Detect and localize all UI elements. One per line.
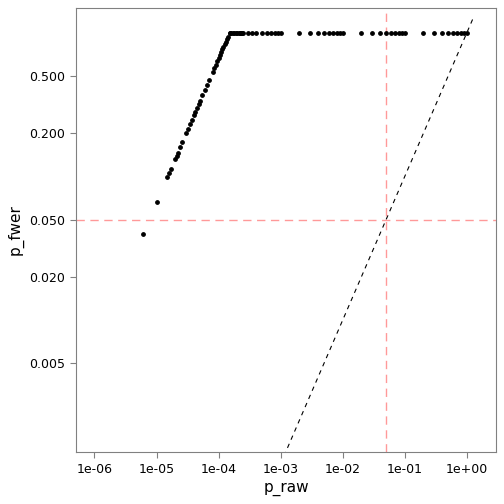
Point [224, 33, 232, 41]
Point [171, 155, 179, 163]
Point [190, 111, 198, 119]
Point [215, 54, 223, 62]
Point [295, 29, 303, 37]
Point [222, 38, 230, 46]
Point [188, 116, 196, 124]
Point [178, 138, 186, 146]
Point [238, 29, 246, 37]
Point [163, 172, 171, 180]
Point [213, 57, 221, 66]
Point [58, 416, 66, 424]
Point [314, 29, 322, 37]
Point [205, 77, 213, 85]
Point [320, 29, 328, 37]
Point [165, 168, 173, 176]
Point [336, 29, 344, 37]
Point [430, 29, 438, 37]
Point [172, 152, 180, 160]
Point [271, 29, 279, 37]
Point [193, 104, 201, 112]
Point [325, 29, 333, 37]
Point [210, 65, 218, 73]
Point [387, 29, 395, 37]
Point [233, 29, 241, 37]
Point [395, 29, 403, 37]
Point [182, 129, 190, 137]
Point [444, 29, 452, 37]
Point [186, 119, 195, 128]
Point [223, 35, 231, 43]
Point [219, 43, 227, 51]
Point [306, 29, 314, 37]
Point [201, 86, 209, 94]
Point [438, 29, 446, 37]
Point [174, 149, 182, 157]
X-axis label: p_raw: p_raw [263, 481, 309, 496]
Point [232, 29, 240, 37]
Point [398, 29, 406, 37]
Point [239, 29, 247, 37]
Point [391, 29, 399, 37]
Point [357, 29, 365, 37]
Point [277, 29, 285, 37]
Point [237, 29, 245, 37]
Point [196, 97, 204, 105]
Point [221, 40, 229, 48]
Point [244, 29, 252, 37]
Point [167, 165, 175, 173]
Point [230, 29, 238, 37]
Point [216, 51, 224, 59]
Point [457, 29, 465, 37]
Point [267, 29, 275, 37]
Point [226, 29, 234, 37]
Point [463, 29, 471, 37]
Point [212, 61, 220, 69]
Point [339, 29, 347, 37]
Point [191, 108, 199, 116]
Point [258, 29, 266, 37]
Y-axis label: p_fwer: p_fwer [8, 205, 24, 256]
Point [227, 29, 235, 37]
Point [229, 29, 237, 37]
Point [419, 29, 427, 37]
Point [153, 198, 161, 206]
Point [176, 143, 184, 151]
Point [217, 48, 225, 56]
Point [236, 29, 244, 37]
Point [234, 29, 242, 37]
Point [203, 81, 211, 89]
Point [263, 29, 271, 37]
Point [368, 29, 376, 37]
Point [184, 125, 192, 134]
Point [199, 91, 207, 99]
Point [453, 29, 461, 37]
Point [376, 29, 384, 37]
Point [252, 29, 260, 37]
Point [401, 29, 409, 37]
Point [382, 29, 390, 37]
Point [248, 29, 257, 37]
Point [274, 29, 282, 37]
Point [139, 230, 147, 238]
Point [449, 29, 457, 37]
Point [329, 29, 337, 37]
Point [218, 45, 226, 53]
Point [333, 29, 341, 37]
Point [225, 29, 233, 37]
Point [209, 68, 217, 76]
Point [460, 29, 468, 37]
Point [195, 100, 203, 108]
